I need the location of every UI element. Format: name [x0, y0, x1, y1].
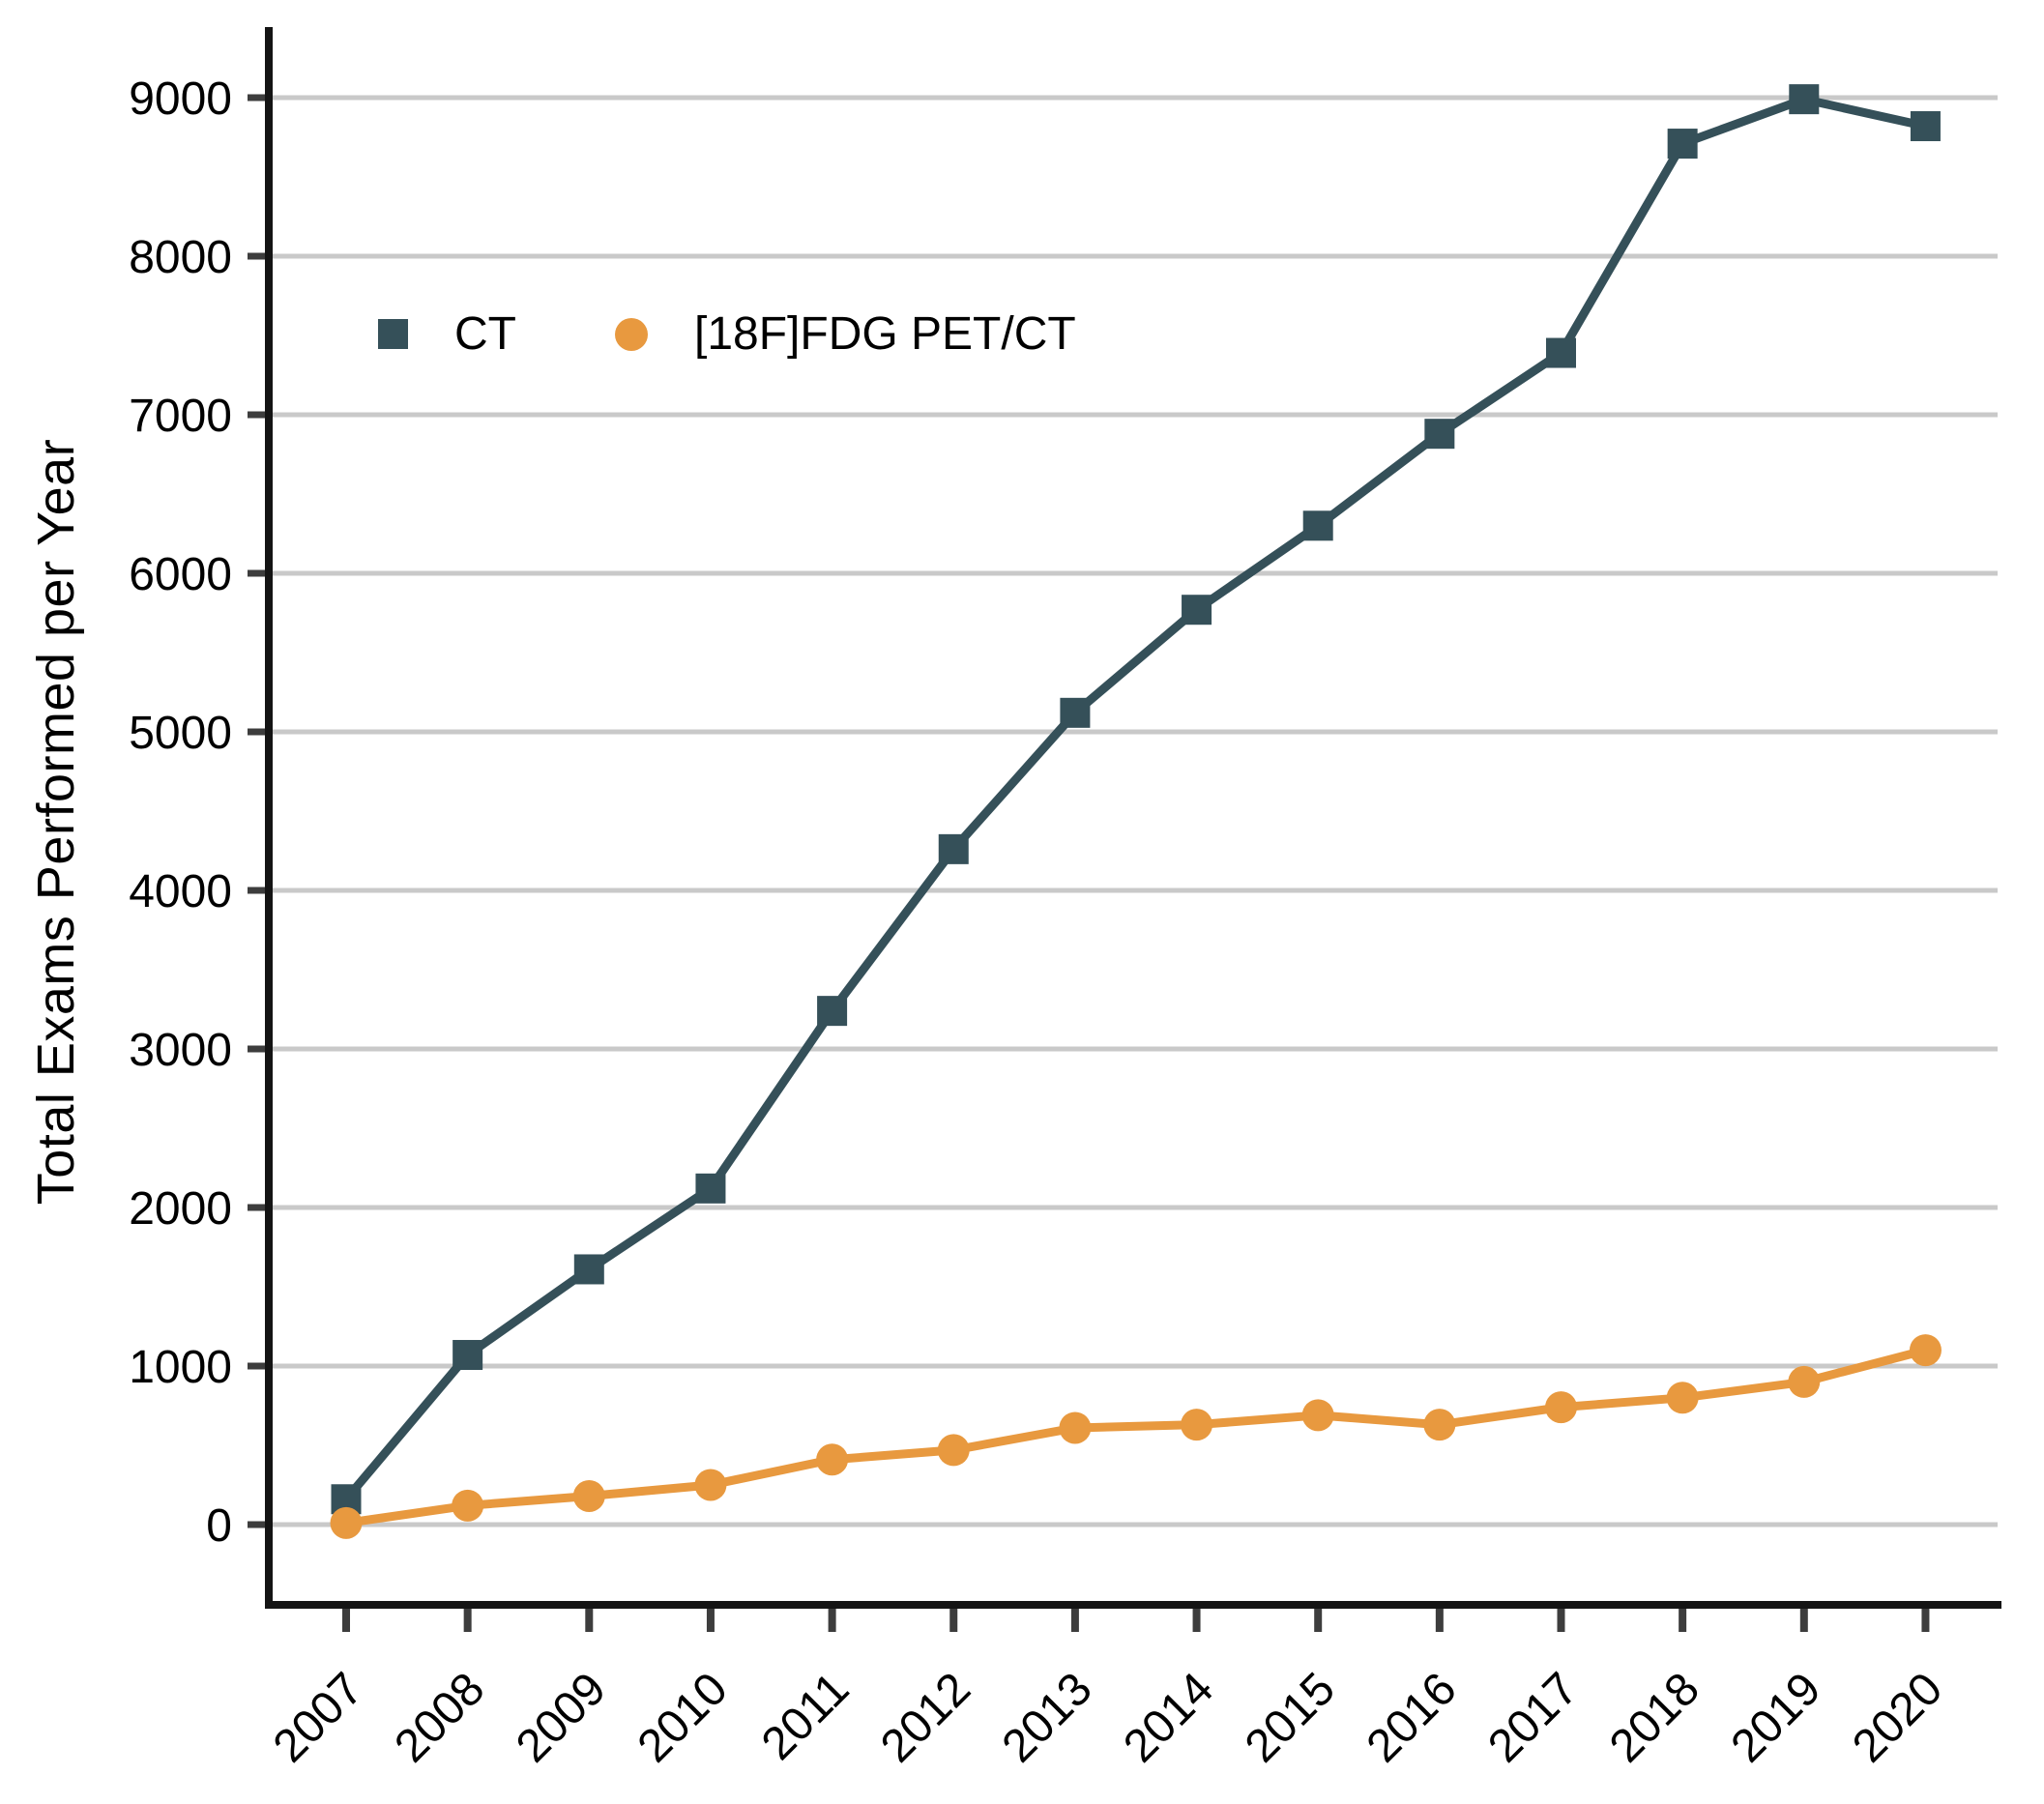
- legend-label-pet: [18F]FDG PET/CT: [693, 308, 1076, 360]
- y-tick-label: 4000: [129, 866, 232, 917]
- x-tick-label: 2009: [507, 1663, 616, 1772]
- axes: [265, 27, 2001, 1609]
- pet-data-point: [816, 1443, 849, 1476]
- x-tick-label: 2011: [752, 1663, 859, 1769]
- y-tick-label: 8000: [129, 232, 232, 283]
- pet-data-point: [1788, 1365, 1821, 1398]
- x-tick-label: 2019: [1722, 1663, 1831, 1772]
- y-tick-label: 0: [206, 1500, 232, 1552]
- x-tick-label: 2018: [1600, 1663, 1709, 1772]
- y-axis-title: Total Exams Performed per Year: [27, 438, 85, 1206]
- ct-data-point: [695, 1173, 726, 1204]
- series-line: [342, 94, 1927, 1502]
- x-tick-label: 2017: [1478, 1663, 1588, 1772]
- x-tick-label: 2015: [1236, 1663, 1345, 1772]
- ct-data-point: [1182, 595, 1212, 626]
- pet-data-point: [1545, 1391, 1577, 1424]
- y-tick-label: 9000: [129, 73, 232, 125]
- series-pet: [330, 1334, 1942, 1539]
- y-tick-label: 6000: [129, 549, 232, 600]
- series-line: [345, 1346, 1927, 1528]
- y-tick-label: 3000: [129, 1025, 232, 1076]
- ct-data-point: [938, 833, 969, 864]
- series-ct: [331, 84, 1941, 1515]
- ct-legend-marker-icon: [378, 319, 408, 349]
- gridlines: [269, 95, 1998, 1528]
- ct-data-point: [1667, 129, 1698, 160]
- ct-data-point: [453, 1340, 483, 1371]
- pet-legend-marker-icon: [614, 317, 648, 351]
- x-axis-ticks: 2007 2008 2009 2010 2011 2012 2013 2014 2015 2016…: [264, 1605, 1952, 1772]
- y-tick-label: 5000: [129, 708, 232, 759]
- x-tick-label: 2012: [871, 1663, 980, 1772]
- pet-data-point: [1301, 1399, 1334, 1432]
- ct-data-point: [1302, 510, 1333, 541]
- x-tick-label: 2010: [628, 1663, 738, 1772]
- legend-label-ct: CT: [454, 308, 516, 360]
- y-tick-label: 1000: [129, 1342, 232, 1393]
- ct-data-point: [1424, 419, 1455, 450]
- pet-data-point: [1666, 1382, 1699, 1414]
- pet-data-point: [330, 1506, 363, 1539]
- x-tick-label: 2013: [993, 1663, 1102, 1772]
- x-tick-label: 2007: [264, 1663, 373, 1772]
- x-tick-label: 2008: [385, 1663, 494, 1772]
- ct-data-point: [1546, 337, 1576, 368]
- ct-data-point: [817, 996, 848, 1027]
- ct-data-point: [1789, 84, 1820, 115]
- ct-data-point: [573, 1254, 604, 1285]
- legend: CT [18F]FDG PET/CT: [378, 307, 1076, 361]
- pet-data-point: [452, 1489, 484, 1522]
- pet-data-point: [1909, 1334, 1942, 1367]
- y-tick-label: 2000: [129, 1183, 232, 1235]
- x-tick-label: 2014: [1114, 1663, 1223, 1772]
- y-tick-label: 7000: [129, 391, 232, 442]
- pet-data-point: [1059, 1411, 1092, 1444]
- x-tick-label: 2020: [1843, 1663, 1952, 1772]
- y-axis-ticks: 0 1000 2000 3000 4000 5000 6000 7000 8000 9000: [129, 73, 269, 1552]
- ct-data-point: [1060, 697, 1091, 728]
- pet-data-point: [937, 1434, 970, 1467]
- pet-data-point: [572, 1479, 605, 1512]
- ct-data-point: [1910, 111, 1941, 142]
- pet-data-point: [1181, 1409, 1213, 1441]
- pet-data-point: [1423, 1409, 1456, 1441]
- x-tick-label: 2016: [1358, 1663, 1467, 1772]
- pet-data-point: [694, 1469, 727, 1501]
